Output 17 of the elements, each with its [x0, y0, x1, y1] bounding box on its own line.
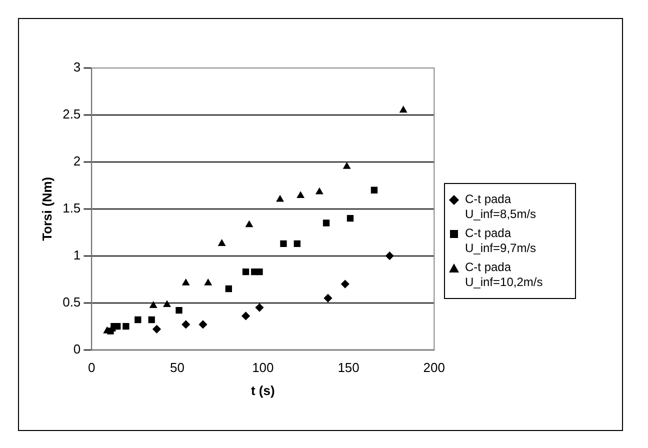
y-tick-label: 0	[73, 341, 81, 356]
legend-label: C-t pada U_inf=9,7m/s	[465, 226, 538, 256]
y-tick-label: 2	[73, 154, 81, 169]
y-tick-label: 3	[73, 60, 81, 75]
x-tick-label: 100	[252, 360, 274, 376]
x-tick-label: 0	[88, 360, 96, 376]
x-tick-label: 200	[423, 360, 446, 376]
y-tick-label: 2.5	[62, 106, 81, 122]
y-axis-title: Torsi (Nm)	[39, 176, 54, 241]
y-tick-label: 1	[73, 247, 81, 262]
legend-label: C-t pada U_inf=10,2m/s	[465, 260, 544, 290]
x-tick-label: 50	[170, 360, 185, 376]
x-axis-title: t (s)	[250, 382, 275, 398]
legend-label: C-t pada U_inf=8,5m/s	[465, 192, 538, 222]
x-tick-label: 150	[338, 360, 360, 376]
y-tick-label: 0.5	[62, 294, 81, 310]
y-tick-label: 1.5	[62, 200, 81, 216]
